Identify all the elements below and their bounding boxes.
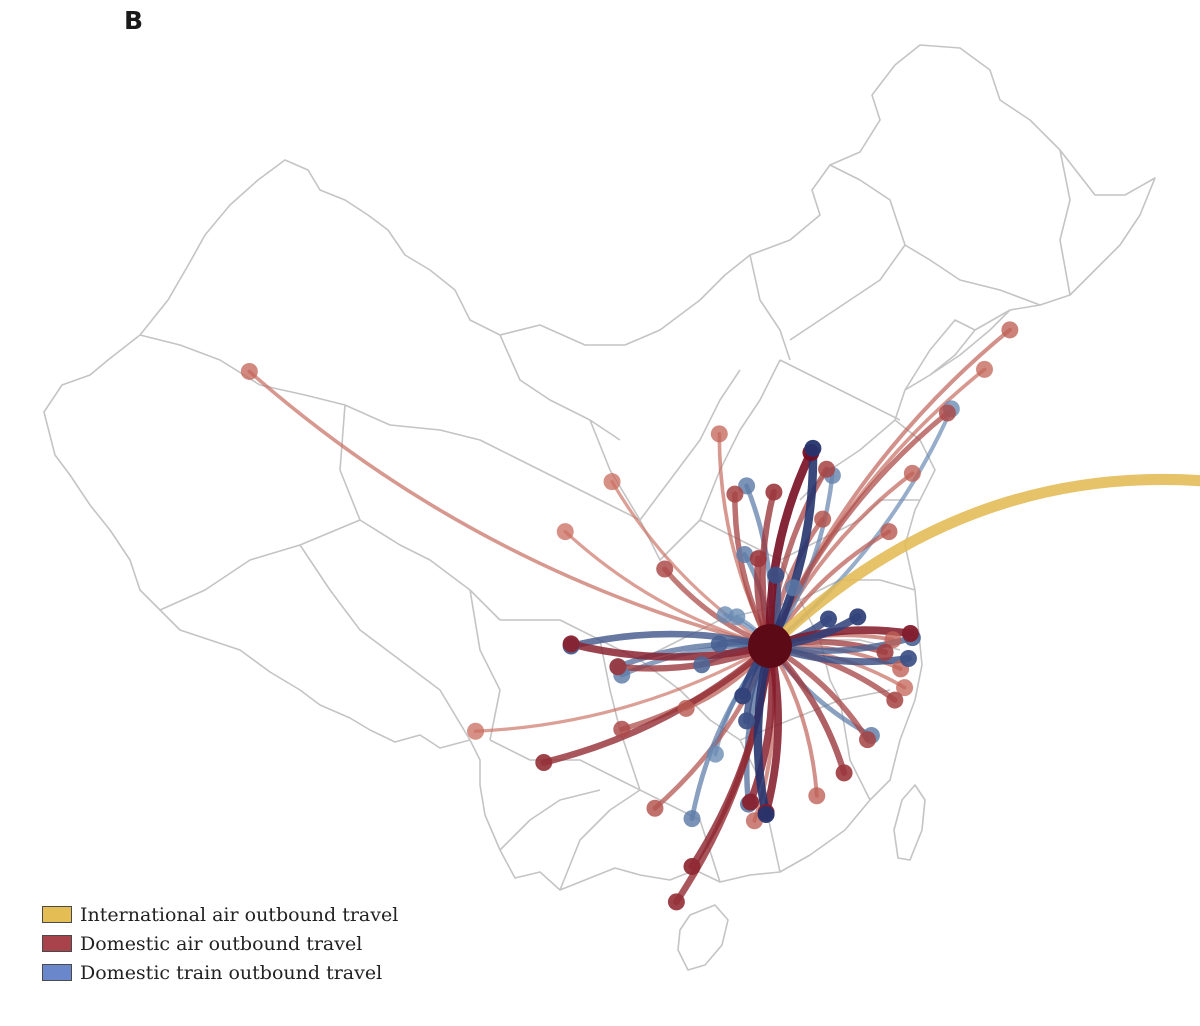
marker-air-20 [859,731,876,749]
flow-air-32 [567,640,774,661]
marker-air-37 [749,550,767,568]
marker-air-28 [646,799,664,817]
flow-air-1 [247,369,772,648]
marker-air-13 [656,560,674,578]
marker-train-43 [767,566,785,584]
marker-air-33 [609,658,627,676]
marker-train-47 [820,610,837,628]
marker-air-1 [240,362,258,380]
marker-train-58 [693,656,711,674]
flow-air-11 [610,480,772,648]
marker-air-2 [1001,321,1019,339]
marker-air-15 [884,631,902,649]
destination-markers [240,321,1019,911]
marker-air-18 [896,679,914,697]
marker-train-59 [710,635,728,653]
flow-international-0 [764,473,1200,652]
hub-marker [748,624,792,668]
flow-train-61 [567,630,774,650]
marker-air-34 [677,699,695,717]
marker-train-46 [728,608,746,626]
legend-item-domestic-air: Domestic air outbound travel [42,929,398,958]
marker-train-57 [738,712,756,730]
taiwan-outline [893,784,926,861]
legend-label-domestic-air: Domestic air outbound travel [80,932,363,955]
marker-train-48 [849,608,867,626]
legend-item-domestic-train: Domestic train outbound travel [42,958,398,987]
marker-train-42 [736,545,754,563]
marker-air-26 [683,857,701,875]
marker-train-44 [784,579,802,597]
marker-train-55 [706,745,724,763]
flow-air-29 [540,642,774,766]
legend-label-domestic-train: Domestic train outbound travel [80,961,383,984]
legend-swatch-international-air [42,906,72,923]
legend-label-international-air: International air outbound travel [80,903,399,926]
marker-air-3 [976,360,993,378]
marker-train-56 [734,687,752,705]
marker-air-24 [742,793,759,811]
marker-train-54 [683,810,701,828]
marker-air-35 [726,485,744,503]
marker-air-16 [876,643,894,661]
flow-air-8 [765,448,816,651]
marker-air-7 [818,460,836,478]
marker-air-5 [903,464,921,482]
marker-air-9 [814,510,832,528]
flow-air-30 [473,644,772,733]
marker-air-14 [901,625,919,643]
province-lines [139,149,1071,891]
marker-air-11 [603,473,621,491]
legend-swatch-domestic-air [42,935,72,952]
marker-air-29 [535,753,553,771]
country-outline [43,44,1156,891]
marker-air-21 [835,764,853,782]
marker-air-12 [556,523,574,541]
marker-air-30 [467,722,485,740]
marker-air-31 [613,720,631,738]
legend-item-international-air: International air outbound travel [42,900,398,929]
legend: International air outbound travel Domest… [42,900,398,987]
marker-air-4 [938,404,956,422]
flow-train-38 [765,444,818,651]
marker-air-6 [880,523,898,541]
marker-air-19 [886,691,904,709]
marker-air-10 [710,425,728,443]
panel-label: B [124,6,144,35]
hainan-outline [677,904,729,971]
marker-air-32 [562,635,580,653]
marker-train-50 [899,649,917,667]
marker-air-27 [667,893,685,911]
marker-train-38 [804,439,822,457]
marker-air-22 [808,787,826,805]
marker-air-36 [765,483,783,501]
legend-swatch-domestic-train [42,964,72,981]
marker-train-52 [757,805,775,823]
